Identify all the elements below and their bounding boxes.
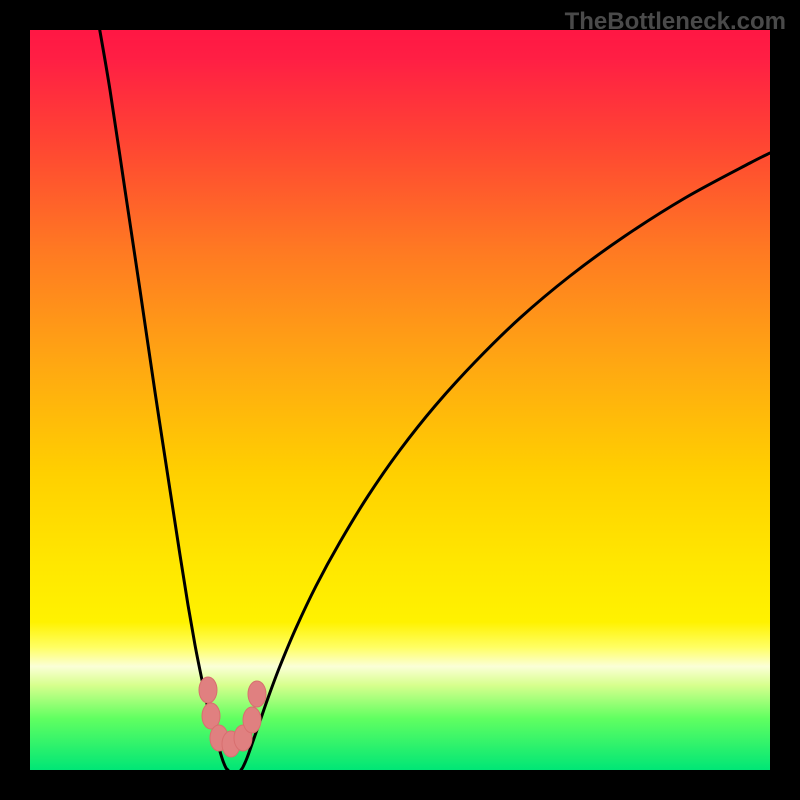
marker-point xyxy=(199,677,217,703)
plot-area xyxy=(30,30,770,770)
marker-point xyxy=(248,681,266,707)
marker-point xyxy=(243,707,261,733)
figure-container: TheBottleneck.com xyxy=(0,0,800,800)
gradient-background xyxy=(30,30,770,770)
chart-svg xyxy=(30,30,770,770)
